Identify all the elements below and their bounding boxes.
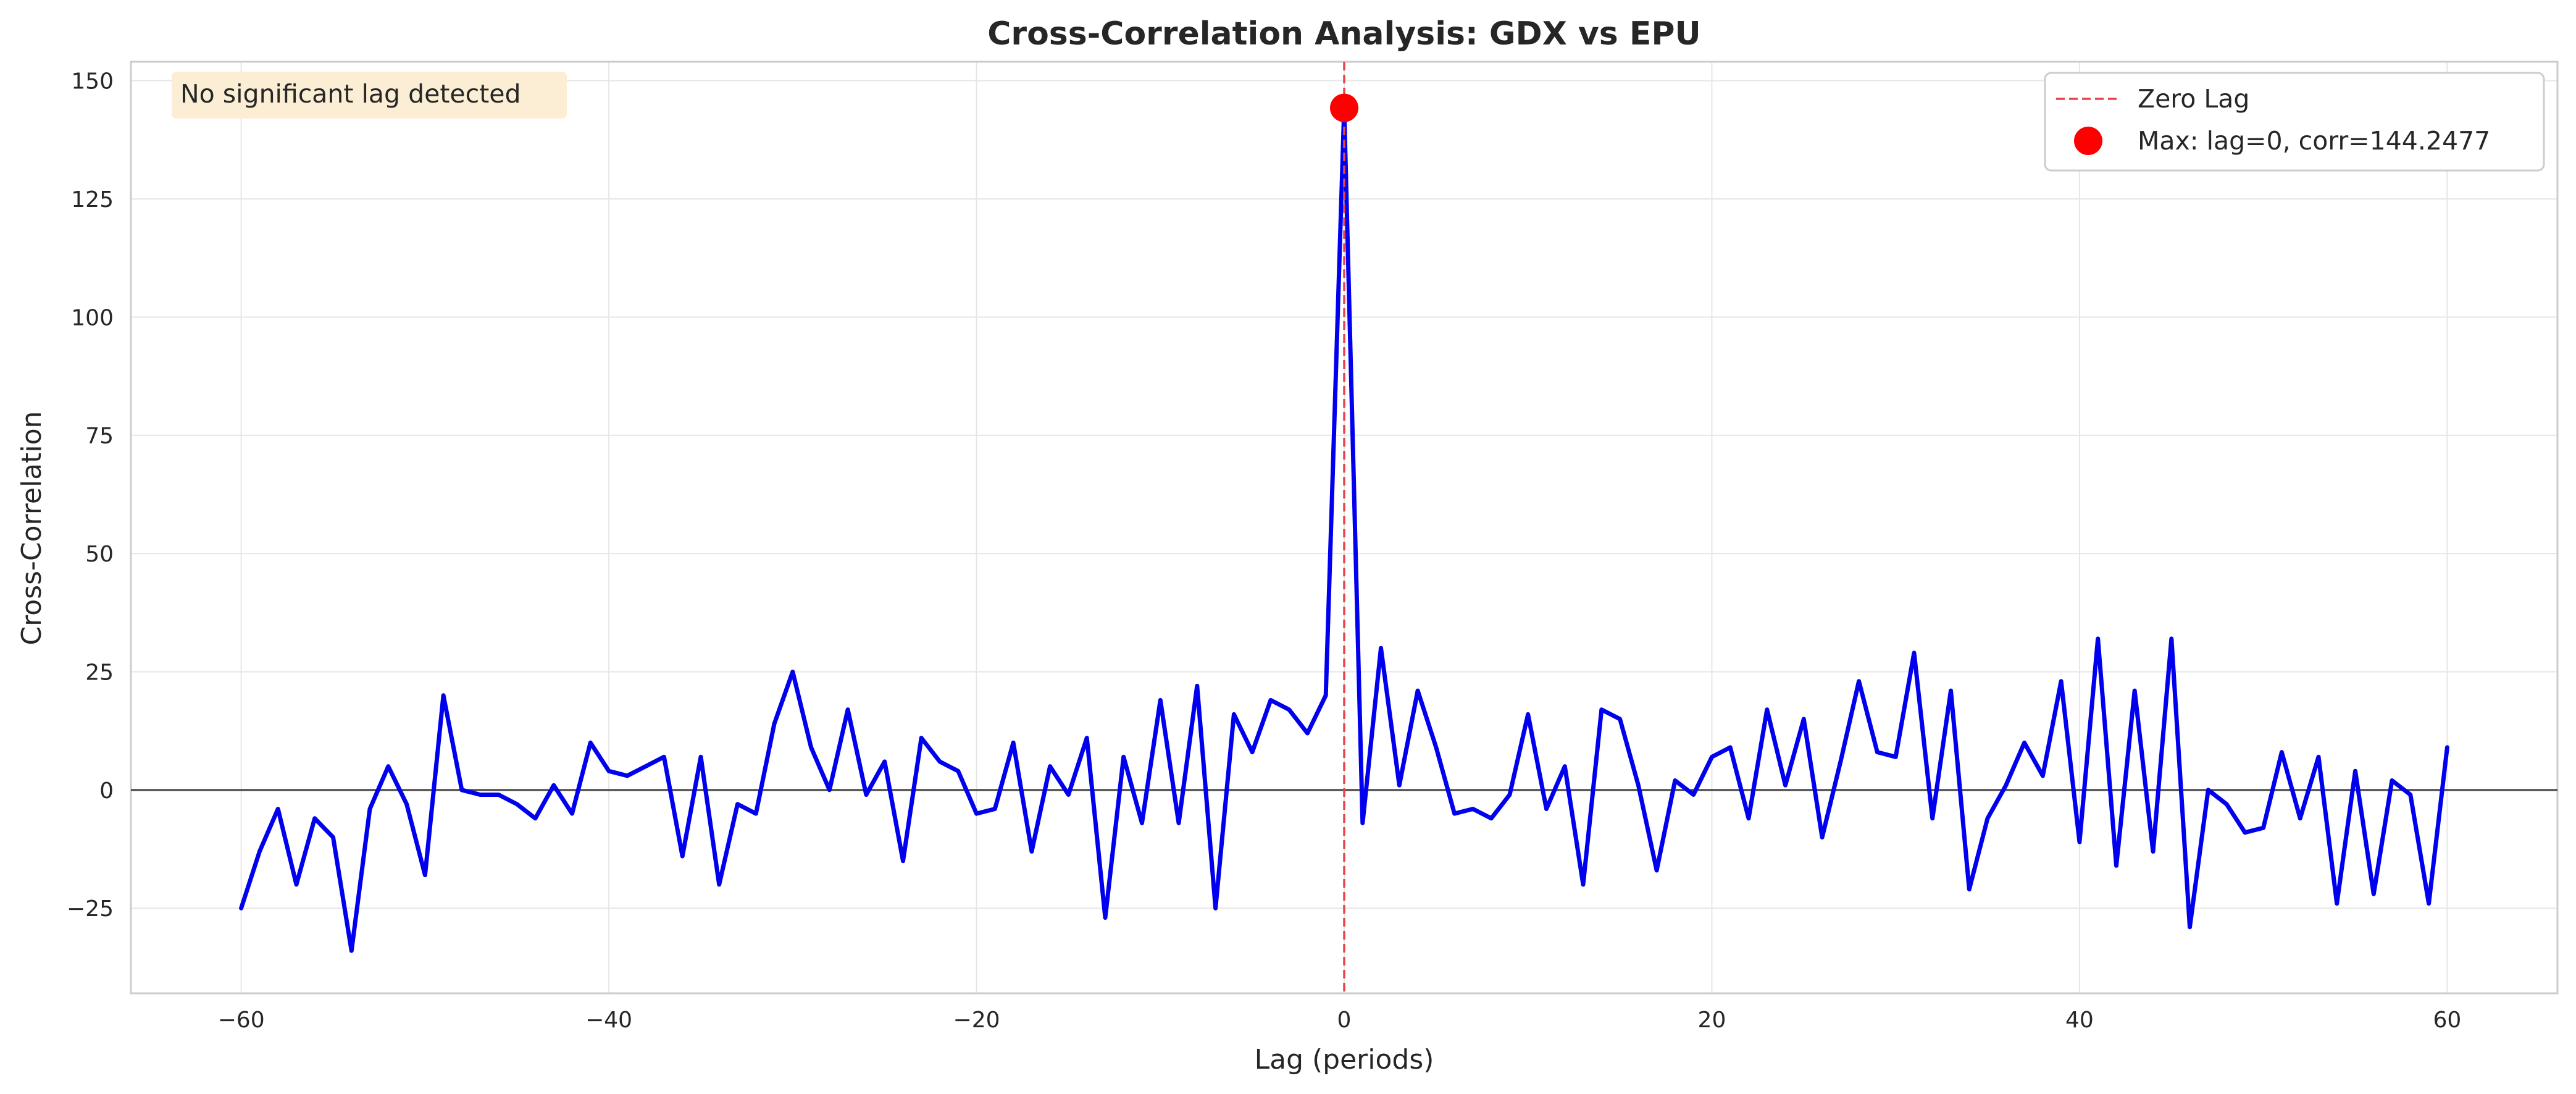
- x-tick-label: 40: [2065, 1008, 2094, 1033]
- x-axis-label: Lag (periods): [1255, 1044, 1434, 1075]
- chart-title: Cross-Correlation Analysis: GDX vs EPU: [987, 15, 1700, 53]
- max-correlation-marker: [1330, 93, 1358, 122]
- x-tick-label: 20: [1698, 1008, 1726, 1033]
- y-tick-label: 125: [71, 187, 114, 212]
- x-tick-label: 0: [1337, 1008, 1352, 1033]
- y-tick-label: 50: [85, 542, 114, 567]
- legend: Zero Lag Max: lag=0, corr=144.2477: [2044, 72, 2545, 172]
- x-tick-label: −60: [218, 1008, 265, 1033]
- annotation-background: [172, 72, 567, 119]
- y-tick-label: −25: [67, 896, 114, 922]
- annotation-text: No significant lag detected: [180, 79, 521, 109]
- legend-max-label: Max: lag=0, corr=144.2477: [2138, 126, 2490, 156]
- x-tick-label: −20: [953, 1008, 1000, 1033]
- y-tick-label: 0: [99, 778, 114, 804]
- y-tick-label: 150: [71, 69, 114, 95]
- tick-labels: −60 −40 −20 0 20 40 60 −25 0 25 50 75 100 125 150: [67, 69, 2461, 1033]
- legend-max-swatch: [2074, 127, 2102, 155]
- data-layer: [239, 62, 2449, 993]
- legend-zero-lag-label: Zero Lag: [2138, 84, 2249, 114]
- y-axis-label: Cross-Correlation: [16, 411, 48, 645]
- annotation-box: No significant lag detected: [172, 72, 567, 119]
- y-tick-label: 75: [85, 424, 114, 449]
- legend-frame: [2044, 72, 2545, 172]
- x-tick-label: 60: [2433, 1008, 2461, 1033]
- x-tick-label: −40: [585, 1008, 632, 1033]
- y-tick-label: 100: [71, 305, 114, 330]
- y-tick-label: 25: [85, 660, 114, 685]
